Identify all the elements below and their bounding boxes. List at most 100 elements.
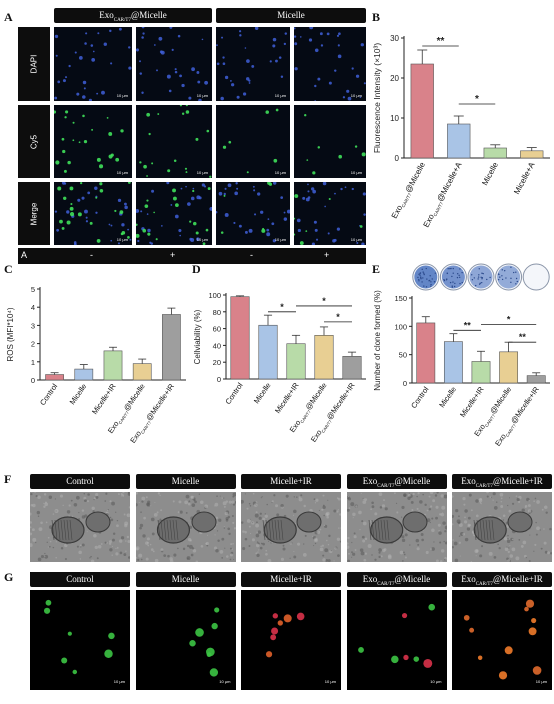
granule: [244, 537, 248, 541]
stained-cell: [357, 647, 364, 653]
granule: [52, 546, 55, 549]
granule: [440, 512, 444, 517]
granule: [463, 520, 468, 524]
colony-dot: [417, 276, 419, 279]
granule: [215, 495, 218, 497]
granule: [297, 542, 301, 546]
bar-3: [520, 150, 544, 159]
nucleus: [56, 228, 60, 232]
nucleus: [108, 223, 111, 226]
nucleus: [229, 79, 232, 82]
granule: [428, 508, 431, 511]
granule: [511, 502, 515, 505]
scale-bar-label: 10 μm: [196, 93, 208, 98]
nucleus: [238, 224, 242, 228]
header-text: Micelle: [171, 476, 200, 486]
granule: [48, 545, 51, 548]
granule: [100, 543, 103, 545]
granule: [189, 495, 193, 499]
granule: [70, 499, 73, 502]
nucleus: [294, 42, 298, 46]
granule: [339, 540, 341, 543]
nucleus: [83, 87, 86, 90]
colony-dot: [418, 273, 420, 275]
granule: [495, 501, 498, 503]
granule: [232, 492, 236, 497]
nucleus: [283, 211, 286, 214]
stained-cell: [469, 627, 475, 633]
y-tick-label: 0: [403, 379, 407, 388]
cy5-signal: [146, 175, 148, 177]
granule: [59, 494, 64, 498]
granule: [30, 526, 32, 529]
nucleus: [177, 34, 181, 38]
granule: [111, 545, 113, 548]
granule: [346, 545, 349, 549]
header-subscript: CAR/T7: [377, 483, 395, 489]
colony-dot: [419, 272, 422, 274]
y-axis-label: Cellviability (%): [193, 309, 202, 364]
granule: [75, 495, 80, 500]
granule: [515, 495, 518, 497]
granule: [420, 538, 424, 542]
granule: [441, 521, 446, 525]
header-subscript: CAR/T7: [475, 483, 493, 489]
nucleus: [204, 80, 209, 85]
nucleus: [77, 198, 81, 202]
nucleus: [84, 209, 88, 214]
granule: [265, 549, 268, 552]
granule: [351, 512, 356, 517]
granule: [231, 542, 234, 545]
granule: [336, 510, 339, 513]
granule: [434, 494, 437, 497]
panel-g-header-0: Control: [30, 572, 130, 587]
micrograph-cells: [294, 182, 366, 245]
granule: [371, 505, 374, 509]
granule: [254, 513, 259, 518]
granule: [232, 503, 235, 506]
tem-image-2: [241, 492, 341, 562]
nucleus: [94, 186, 98, 190]
bar-1: [443, 341, 463, 384]
nucleus: [266, 228, 270, 232]
cy5-signal: [192, 189, 195, 193]
granule: [157, 520, 160, 523]
nucleus: [297, 228, 301, 233]
panel-f-header-0: Control: [30, 474, 130, 489]
granule: [35, 541, 37, 544]
colony-dot: [505, 277, 507, 279]
granule: [119, 551, 123, 555]
granule: [241, 499, 244, 504]
granule: [407, 493, 411, 497]
crista: [368, 519, 371, 541]
granule: [248, 525, 251, 528]
stained-cell: [498, 671, 508, 680]
granule: [241, 521, 244, 524]
stained-cell: [209, 668, 218, 677]
y-tick-label: 80: [213, 308, 221, 317]
granule: [499, 492, 504, 497]
cy5-signal: [69, 206, 74, 211]
cy5-signal: [127, 236, 130, 239]
granule: [362, 498, 365, 500]
granule: [549, 527, 552, 531]
nucleus: [314, 48, 319, 53]
granule: [336, 537, 341, 541]
bar-4: [342, 356, 362, 380]
nucleus: [307, 183, 309, 186]
nucleus: [296, 218, 301, 223]
granule: [289, 542, 293, 545]
granule: [231, 495, 234, 498]
granule: [204, 542, 207, 545]
nucleus: [253, 189, 256, 192]
nucleus: [110, 62, 113, 65]
granule: [440, 549, 444, 553]
stained-cell: [43, 607, 51, 614]
granule: [79, 544, 82, 547]
granule: [420, 533, 424, 536]
nucleus: [351, 67, 354, 70]
colony-dot: [501, 269, 503, 271]
granule: [285, 494, 289, 498]
granule: [507, 504, 509, 507]
granule: [503, 537, 508, 541]
